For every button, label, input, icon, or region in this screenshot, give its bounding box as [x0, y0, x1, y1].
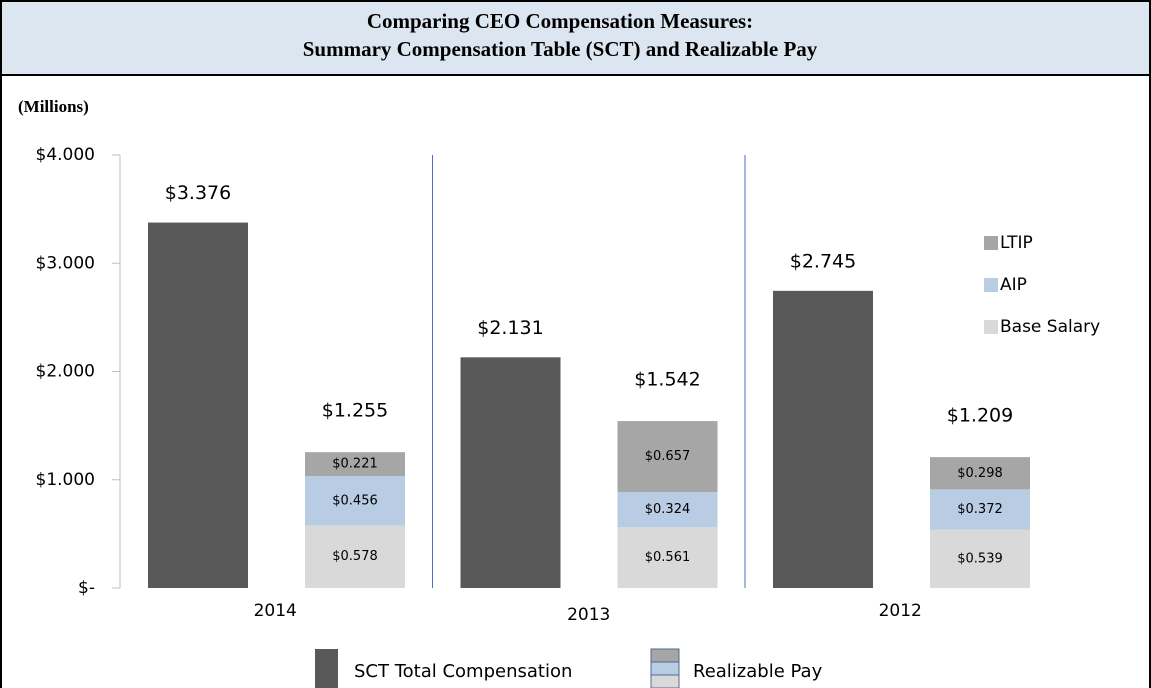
stack-segment — [305, 525, 405, 588]
legend-swatch — [984, 236, 998, 250]
legend-label: SCT Total Compensation — [354, 661, 572, 682]
legend-swatch — [650, 648, 680, 663]
legend-swatch — [984, 278, 998, 292]
segment-value-label: $0.578 — [332, 549, 378, 564]
bar — [148, 222, 248, 588]
x-tick-label: 2012 — [879, 601, 922, 621]
chart-title: Comparing CEO Compensation Measures: — [367, 9, 753, 33]
segment-value-label: $0.324 — [645, 502, 691, 517]
bar-value-label: $2.745 — [790, 250, 856, 272]
stack-total-label: $1.209 — [947, 405, 1013, 427]
y-tick-label: $1.000 — [36, 470, 95, 490]
stack-segment — [930, 529, 1030, 588]
chart-title: Summary Compensation Table (SCT) and Rea… — [303, 37, 818, 61]
legend-label: Base Salary — [1000, 317, 1100, 337]
legend-swatch — [984, 320, 998, 334]
legend-label: AIP — [1000, 275, 1027, 295]
stack-total-label: $1.255 — [322, 400, 388, 422]
segment-value-label: $0.221 — [332, 457, 378, 472]
legend-label: Realizable Pay — [693, 661, 823, 682]
segment-value-label: $0.298 — [957, 466, 1003, 481]
segment-value-label: $0.372 — [957, 502, 1003, 517]
x-tick-label: 2014 — [254, 601, 297, 621]
y-tick-label: $- — [78, 578, 95, 598]
stack-total-label: $1.542 — [634, 369, 700, 391]
x-tick-label: 2013 — [567, 605, 610, 625]
stack-segment — [305, 476, 405, 526]
bar — [460, 357, 561, 588]
bar-value-label: $2.131 — [477, 317, 543, 339]
stack-segment — [930, 457, 1030, 490]
legend-swatch — [315, 649, 338, 688]
legend-label: LTIP — [1000, 233, 1033, 253]
y-tick-label: $2.000 — [36, 362, 95, 382]
y-tick-label: $3.000 — [36, 253, 95, 273]
legend-swatch — [650, 674, 680, 688]
stack-segment — [617, 421, 718, 493]
stack-segment — [617, 492, 718, 528]
segment-value-label: $0.456 — [332, 493, 378, 508]
segment-value-label: $0.561 — [645, 550, 691, 565]
y-axis-label: (Millions) — [18, 97, 89, 116]
stack-segment — [305, 452, 405, 477]
stack-segment — [930, 489, 1030, 530]
segment-value-label: $0.657 — [645, 449, 691, 464]
stack-segment — [617, 527, 718, 588]
y-tick-label: $4.000 — [36, 145, 95, 165]
title-band — [0, 0, 1151, 75]
legend-swatch — [650, 661, 680, 676]
bar — [773, 290, 873, 588]
bar-value-label: $3.376 — [165, 182, 231, 204]
segment-value-label: $0.539 — [957, 551, 1003, 566]
